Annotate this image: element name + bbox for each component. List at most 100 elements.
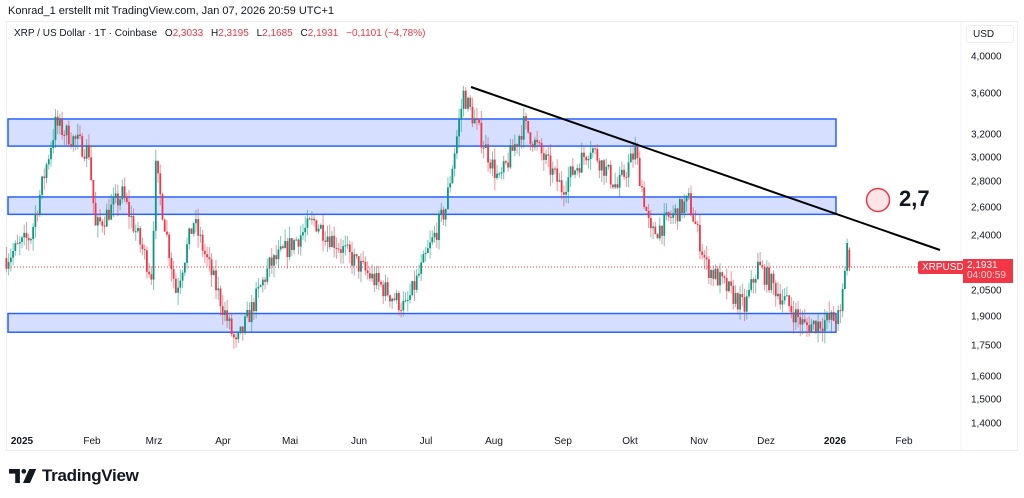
candle-body — [663, 213, 666, 236]
candle-body — [105, 209, 108, 227]
candle-body — [701, 251, 704, 255]
candle-body — [110, 204, 113, 220]
candle-body — [101, 221, 104, 226]
candle-body — [424, 252, 427, 255]
candle-body — [21, 237, 23, 242]
candle-body — [377, 272, 380, 282]
candle-body — [629, 153, 632, 163]
candle-body — [395, 293, 398, 301]
candle-body — [620, 169, 623, 175]
candle-body — [801, 319, 804, 325]
candle-body — [665, 212, 668, 214]
candle-body — [745, 296, 748, 312]
candle-body — [108, 209, 110, 220]
candle-body — [772, 273, 775, 284]
candle-body — [351, 251, 353, 266]
candle-body — [763, 266, 766, 285]
tradingview-logo-text: TradingView — [42, 466, 139, 485]
last-price: 2,1931 — [967, 260, 998, 271]
candle-body — [90, 157, 93, 180]
candle-body — [371, 273, 374, 279]
candle-body — [482, 147, 485, 149]
resistance-zone-middle — [7, 196, 837, 216]
currency-button[interactable]: USD — [966, 25, 1014, 43]
candle-body — [652, 226, 654, 229]
candle-body — [493, 159, 496, 178]
candle-body — [239, 326, 242, 333]
candle-body — [545, 154, 547, 160]
candle-body — [237, 332, 240, 340]
candle-body — [843, 270, 846, 289]
candle-body — [814, 320, 817, 333]
candle-body — [770, 273, 773, 291]
resistance-zone-upper — [7, 118, 837, 147]
candle-body — [221, 306, 224, 315]
candle-body — [547, 154, 550, 156]
candle-body — [12, 251, 14, 258]
candle-body — [779, 293, 782, 305]
candle-body — [114, 193, 117, 198]
circle-annotation — [865, 187, 891, 213]
candle-body — [649, 217, 652, 229]
candle-body — [65, 125, 68, 136]
candle-body — [458, 119, 460, 137]
candle-body — [25, 232, 28, 239]
candle-body — [654, 226, 657, 235]
price-tick: 2,4000 — [971, 230, 1002, 242]
chart-frame — [6, 21, 1018, 451]
candle-body — [186, 244, 188, 263]
candle-body — [451, 168, 454, 184]
candle-body — [360, 260, 362, 272]
candle-body — [469, 97, 472, 107]
candle-body — [491, 159, 494, 169]
candle-body — [759, 261, 762, 266]
candle-body — [487, 144, 489, 163]
candle-body — [244, 316, 246, 333]
candle-body — [614, 184, 617, 188]
candle-body — [268, 257, 271, 269]
candle-body — [152, 230, 155, 280]
candle-body — [536, 139, 539, 143]
price-tick: 3,6000 — [971, 88, 1002, 100]
candle-body — [339, 249, 342, 253]
candle-body — [161, 194, 164, 220]
candle-body — [846, 243, 848, 271]
candle-body — [484, 144, 487, 148]
candle-body — [166, 231, 168, 235]
candle-body — [96, 217, 99, 226]
candle-body — [429, 242, 431, 249]
candle-body — [277, 249, 280, 260]
candle-body — [821, 328, 824, 332]
candle-body — [576, 168, 579, 171]
tradingview-logo[interactable]: TradingView — [9, 466, 139, 486]
candle-body — [752, 279, 755, 283]
time-tick: 2026 — [823, 436, 847, 447]
candle-body — [707, 259, 710, 278]
candle-body — [826, 313, 828, 321]
candle-body — [324, 240, 327, 242]
candle-body — [690, 193, 692, 216]
candle-body — [645, 206, 648, 211]
candle-body — [516, 144, 518, 146]
candle-body — [232, 334, 235, 338]
candle-body — [139, 228, 142, 245]
candle-body — [560, 180, 563, 193]
candle-body — [681, 199, 683, 214]
time-tick: Apr — [215, 436, 231, 447]
candle-body — [38, 194, 41, 215]
candle-body — [315, 220, 318, 232]
candle-body — [656, 234, 659, 239]
candle-body — [781, 300, 784, 305]
candle-body — [311, 218, 313, 220]
candle-body — [259, 285, 262, 287]
candle-body — [5, 258, 8, 269]
candle-body — [685, 195, 688, 202]
candle-body — [498, 173, 501, 175]
candle-body — [130, 216, 133, 218]
candle-body — [830, 312, 833, 320]
candle-body — [199, 234, 202, 236]
candle-body — [45, 164, 48, 179]
candle-body — [817, 321, 820, 333]
candle-body — [828, 313, 831, 320]
